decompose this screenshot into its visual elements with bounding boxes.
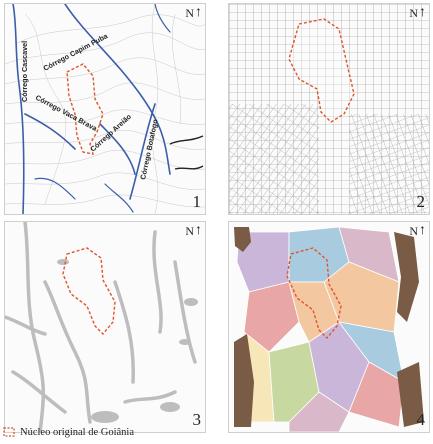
panel-number: 2 [416,192,426,211]
north-arrow: N ↑ [185,6,202,21]
north-arrow-icon: ↑ [419,5,426,20]
map-panel-street-grid: N ↑ 2 [228,3,430,215]
street-grid-map [229,4,429,214]
stream-capim-puba [64,4,171,175]
north-arrow-icon: ↑ [195,223,202,238]
stream-label-capim-puba: Córrego Capim Puba [42,31,110,73]
map-panel-land-use: N ↑ 4 [228,221,430,433]
original-nucleus-boundary [66,63,104,155]
streams [12,4,171,214]
stream-label-vaca-brava: Córrego Vaca Brava [34,93,99,133]
green-area-blobs [57,259,198,423]
dark-streams [169,135,204,170]
green-areas-map [5,222,198,432]
stream-tributary-1 [34,177,76,200]
north-arrow: N ↑ [409,224,426,239]
north-arrow: N ↑ [185,224,202,239]
north-label: N [185,224,194,238]
dashed-boundary-icon [3,427,15,437]
north-arrow-icon: ↑ [195,5,202,20]
stream-tributary-3 [154,4,171,33]
north-arrow: N ↑ [409,6,426,21]
north-label: N [409,224,418,238]
north-label: N [409,6,418,20]
land-use-zones [236,226,405,432]
contour-lines [5,4,205,214]
stream-vaca-brava [24,113,76,150]
panel-number: 1 [192,192,202,211]
stream-botafogo [129,103,156,200]
stream-cascavel [12,4,25,214]
stream-areiao [99,123,136,175]
legend: Núcleo original de Goiânia [2,426,134,438]
stream-tributary-2 [104,183,134,213]
stream-label-cascavel: Córrego Cascavel [20,41,29,102]
panel-number: 3 [192,410,202,429]
original-nucleus-boundary [62,247,116,336]
green-area-strips [5,222,197,432]
map-panel-hydrography: Córrego Cascavel Córrego Capim Puba Córr… [4,3,206,215]
land-use-map [229,222,429,432]
north-arrow-icon: ↑ [419,223,426,238]
panel-number: 4 [416,410,426,429]
stream-label-botafogo: Córrego Botafogo [138,118,160,181]
original-nucleus-boundary [286,247,342,340]
north-label: N [185,6,194,20]
parks [234,227,424,427]
legend-label: Núcleo original de Goiânia [20,426,135,438]
hydrography-map: Córrego Cascavel Córrego Capim Puba Córr… [5,4,205,214]
map-panel-green-areas: N ↑ 3 [4,221,206,433]
